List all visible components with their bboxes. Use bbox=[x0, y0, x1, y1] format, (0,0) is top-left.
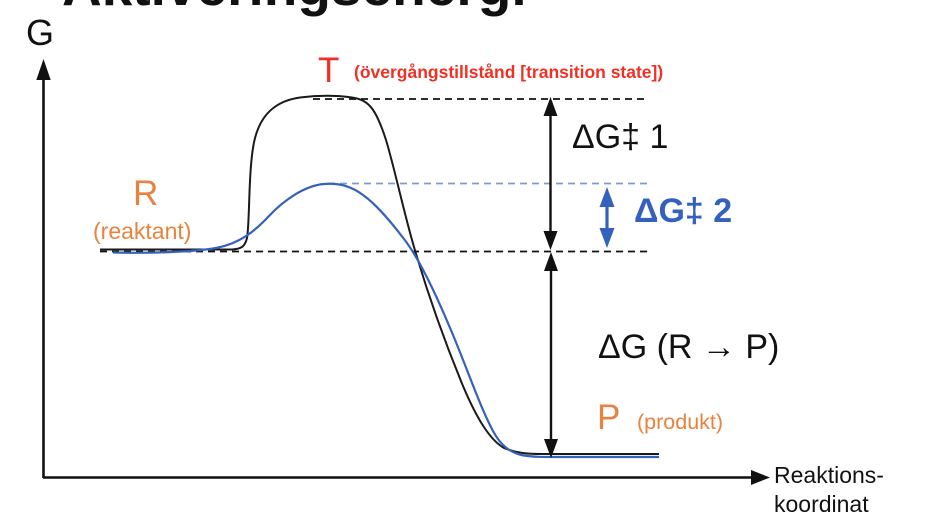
catalyzed-curve bbox=[112, 182, 659, 459]
delta-g2-label: ΔG‡ 2 bbox=[634, 192, 733, 230]
x-axis-label-line2: koordinat bbox=[774, 491, 869, 517]
x-axis-label-line1: Reaktions- bbox=[774, 462, 884, 488]
x-axis-arrowhead-icon bbox=[751, 470, 770, 485]
dgrp-measure-arrow bbox=[544, 252, 558, 458]
product-label: P bbox=[597, 398, 621, 437]
x-axis-label: Reaktions- koordinat bbox=[774, 461, 884, 519]
dg2-measure-arrow bbox=[599, 187, 615, 248]
delta-g1-label: ΔG‡ 1 bbox=[572, 118, 669, 156]
uncatalyzed-curve bbox=[100, 94, 659, 455]
transition-state-annotation: (övergångstillstånd [transition state]) bbox=[354, 62, 664, 82]
transition-state-label: T bbox=[318, 51, 340, 90]
y-axis-label: G bbox=[26, 12, 55, 53]
product-annotation: (produkt) bbox=[637, 410, 724, 434]
slide-title: Aktiveringsenergi bbox=[62, 0, 527, 14]
reactant-annotation: (reaktant) bbox=[93, 218, 192, 244]
reactant-label: R bbox=[133, 174, 159, 213]
y-axis-arrowhead-icon bbox=[36, 59, 51, 80]
dg1-measure-arrow bbox=[543, 97, 558, 250]
delta-g-rp-label: ΔG (R → P) bbox=[598, 328, 780, 366]
